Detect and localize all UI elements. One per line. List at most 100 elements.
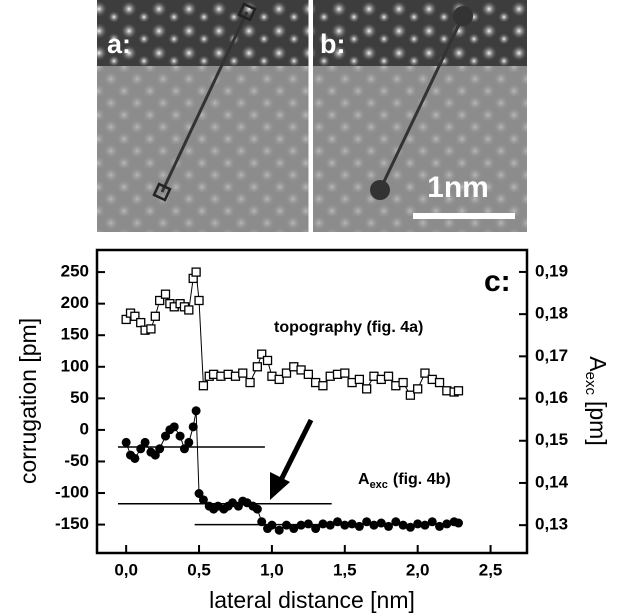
plot: c: lateral distance [nm] corrugation [pm… bbox=[15, 248, 611, 613]
profile-end-marker bbox=[237, 2, 257, 22]
y-tick-label: 0 bbox=[80, 419, 89, 438]
data-point bbox=[160, 289, 171, 299]
profile-line-a bbox=[160, 11, 249, 193]
series-label: Aexc (fig. 4b) bbox=[358, 471, 451, 491]
x-tick-label: 2,5 bbox=[479, 560, 503, 579]
data-point bbox=[325, 520, 335, 530]
scale-bar-label: 1nm bbox=[427, 171, 489, 204]
data-point bbox=[354, 521, 364, 531]
data-point bbox=[274, 374, 284, 385]
stm-image-b-step bbox=[313, 0, 527, 66]
annotation-arrow bbox=[278, 418, 314, 482]
data-point bbox=[161, 431, 171, 441]
data-point bbox=[453, 518, 463, 528]
data-point bbox=[238, 368, 248, 378]
y-tick-label: 100 bbox=[61, 356, 89, 375]
data-point bbox=[188, 422, 198, 432]
data-point bbox=[398, 377, 408, 388]
data-point bbox=[191, 267, 201, 277]
data-point bbox=[427, 517, 437, 527]
data-point bbox=[391, 517, 401, 527]
series-label-sub: exc bbox=[370, 479, 388, 491]
data-point bbox=[362, 384, 372, 394]
data-point bbox=[252, 362, 262, 372]
data-point bbox=[281, 520, 291, 530]
y2-axis-label: Aexc [pm] bbox=[582, 356, 611, 445]
data-point bbox=[274, 525, 284, 535]
data-point bbox=[281, 368, 292, 378]
data-point bbox=[405, 390, 416, 400]
profile-line-b bbox=[378, 15, 465, 191]
data-point bbox=[311, 524, 321, 534]
data-point bbox=[191, 406, 201, 416]
data-point bbox=[318, 381, 328, 391]
data-point bbox=[146, 324, 156, 334]
data-point bbox=[130, 453, 140, 463]
panel-label: b: bbox=[320, 29, 345, 59]
x-tick-label: 0,5 bbox=[187, 560, 211, 579]
data-point bbox=[340, 520, 350, 530]
data-point bbox=[136, 444, 146, 454]
data-point bbox=[155, 295, 165, 306]
profile-end-marker bbox=[152, 182, 172, 202]
y-tick-label: 250 bbox=[61, 262, 89, 281]
y2-label-sub: exc bbox=[582, 372, 599, 396]
data-point bbox=[257, 517, 267, 527]
data-point bbox=[252, 504, 262, 514]
series-label-rest: (fig. 4b) bbox=[393, 471, 451, 488]
data-point bbox=[150, 311, 160, 321]
series-label: topography (fig. 4a) bbox=[274, 319, 423, 336]
data-point bbox=[340, 368, 350, 378]
y-axis-label: corrugation [pm] bbox=[15, 318, 41, 484]
y2-tick-label: 0,13 bbox=[535, 515, 568, 534]
data-point bbox=[296, 520, 306, 530]
x-tick-label: 1,5 bbox=[333, 560, 357, 579]
x-tick-label: 2,0 bbox=[406, 560, 430, 579]
data-point bbox=[453, 386, 464, 396]
stm-image-a-step bbox=[97, 0, 310, 66]
data-point bbox=[257, 349, 267, 359]
data-point bbox=[121, 437, 131, 447]
data-point bbox=[347, 519, 357, 529]
data-point bbox=[267, 520, 277, 530]
stm-images: 1nm a: b: bbox=[97, 0, 527, 232]
data-point bbox=[194, 295, 204, 306]
data-point bbox=[245, 377, 255, 388]
data-point bbox=[420, 368, 430, 378]
profile-end-marker bbox=[453, 6, 473, 26]
data-point bbox=[303, 369, 314, 380]
x-tick-label: 1,0 bbox=[260, 560, 284, 579]
panel-label: c: bbox=[484, 265, 511, 298]
data-point bbox=[442, 519, 452, 529]
y-tick-label: -100 bbox=[55, 483, 89, 502]
data-point bbox=[413, 519, 423, 529]
data-point bbox=[398, 520, 408, 530]
data-point bbox=[130, 311, 140, 321]
annotation-arrowhead bbox=[270, 472, 290, 500]
data-point bbox=[318, 519, 328, 529]
data-point bbox=[155, 444, 165, 454]
data-point bbox=[136, 317, 146, 328]
y-tick-label: -50 bbox=[64, 451, 89, 470]
data-point bbox=[262, 355, 273, 366]
data-point bbox=[150, 450, 160, 460]
data-point bbox=[194, 488, 204, 498]
data-point bbox=[184, 437, 194, 447]
profile-end-marker bbox=[370, 180, 390, 200]
y2-tick-label: 0,18 bbox=[535, 304, 568, 323]
data-point bbox=[369, 520, 379, 530]
y2-tick-label: 0,19 bbox=[535, 261, 568, 280]
data-point bbox=[354, 374, 365, 385]
data-point bbox=[362, 517, 372, 527]
plot-frame bbox=[95, 248, 529, 555]
data-point bbox=[384, 521, 394, 531]
data-point bbox=[303, 519, 313, 529]
y2-label-text: A bbox=[585, 356, 611, 372]
data-point bbox=[420, 520, 430, 530]
data-point bbox=[140, 437, 150, 447]
data-point bbox=[175, 431, 185, 441]
data-point bbox=[289, 524, 299, 534]
data-point bbox=[198, 495, 208, 505]
data-point bbox=[434, 377, 445, 388]
